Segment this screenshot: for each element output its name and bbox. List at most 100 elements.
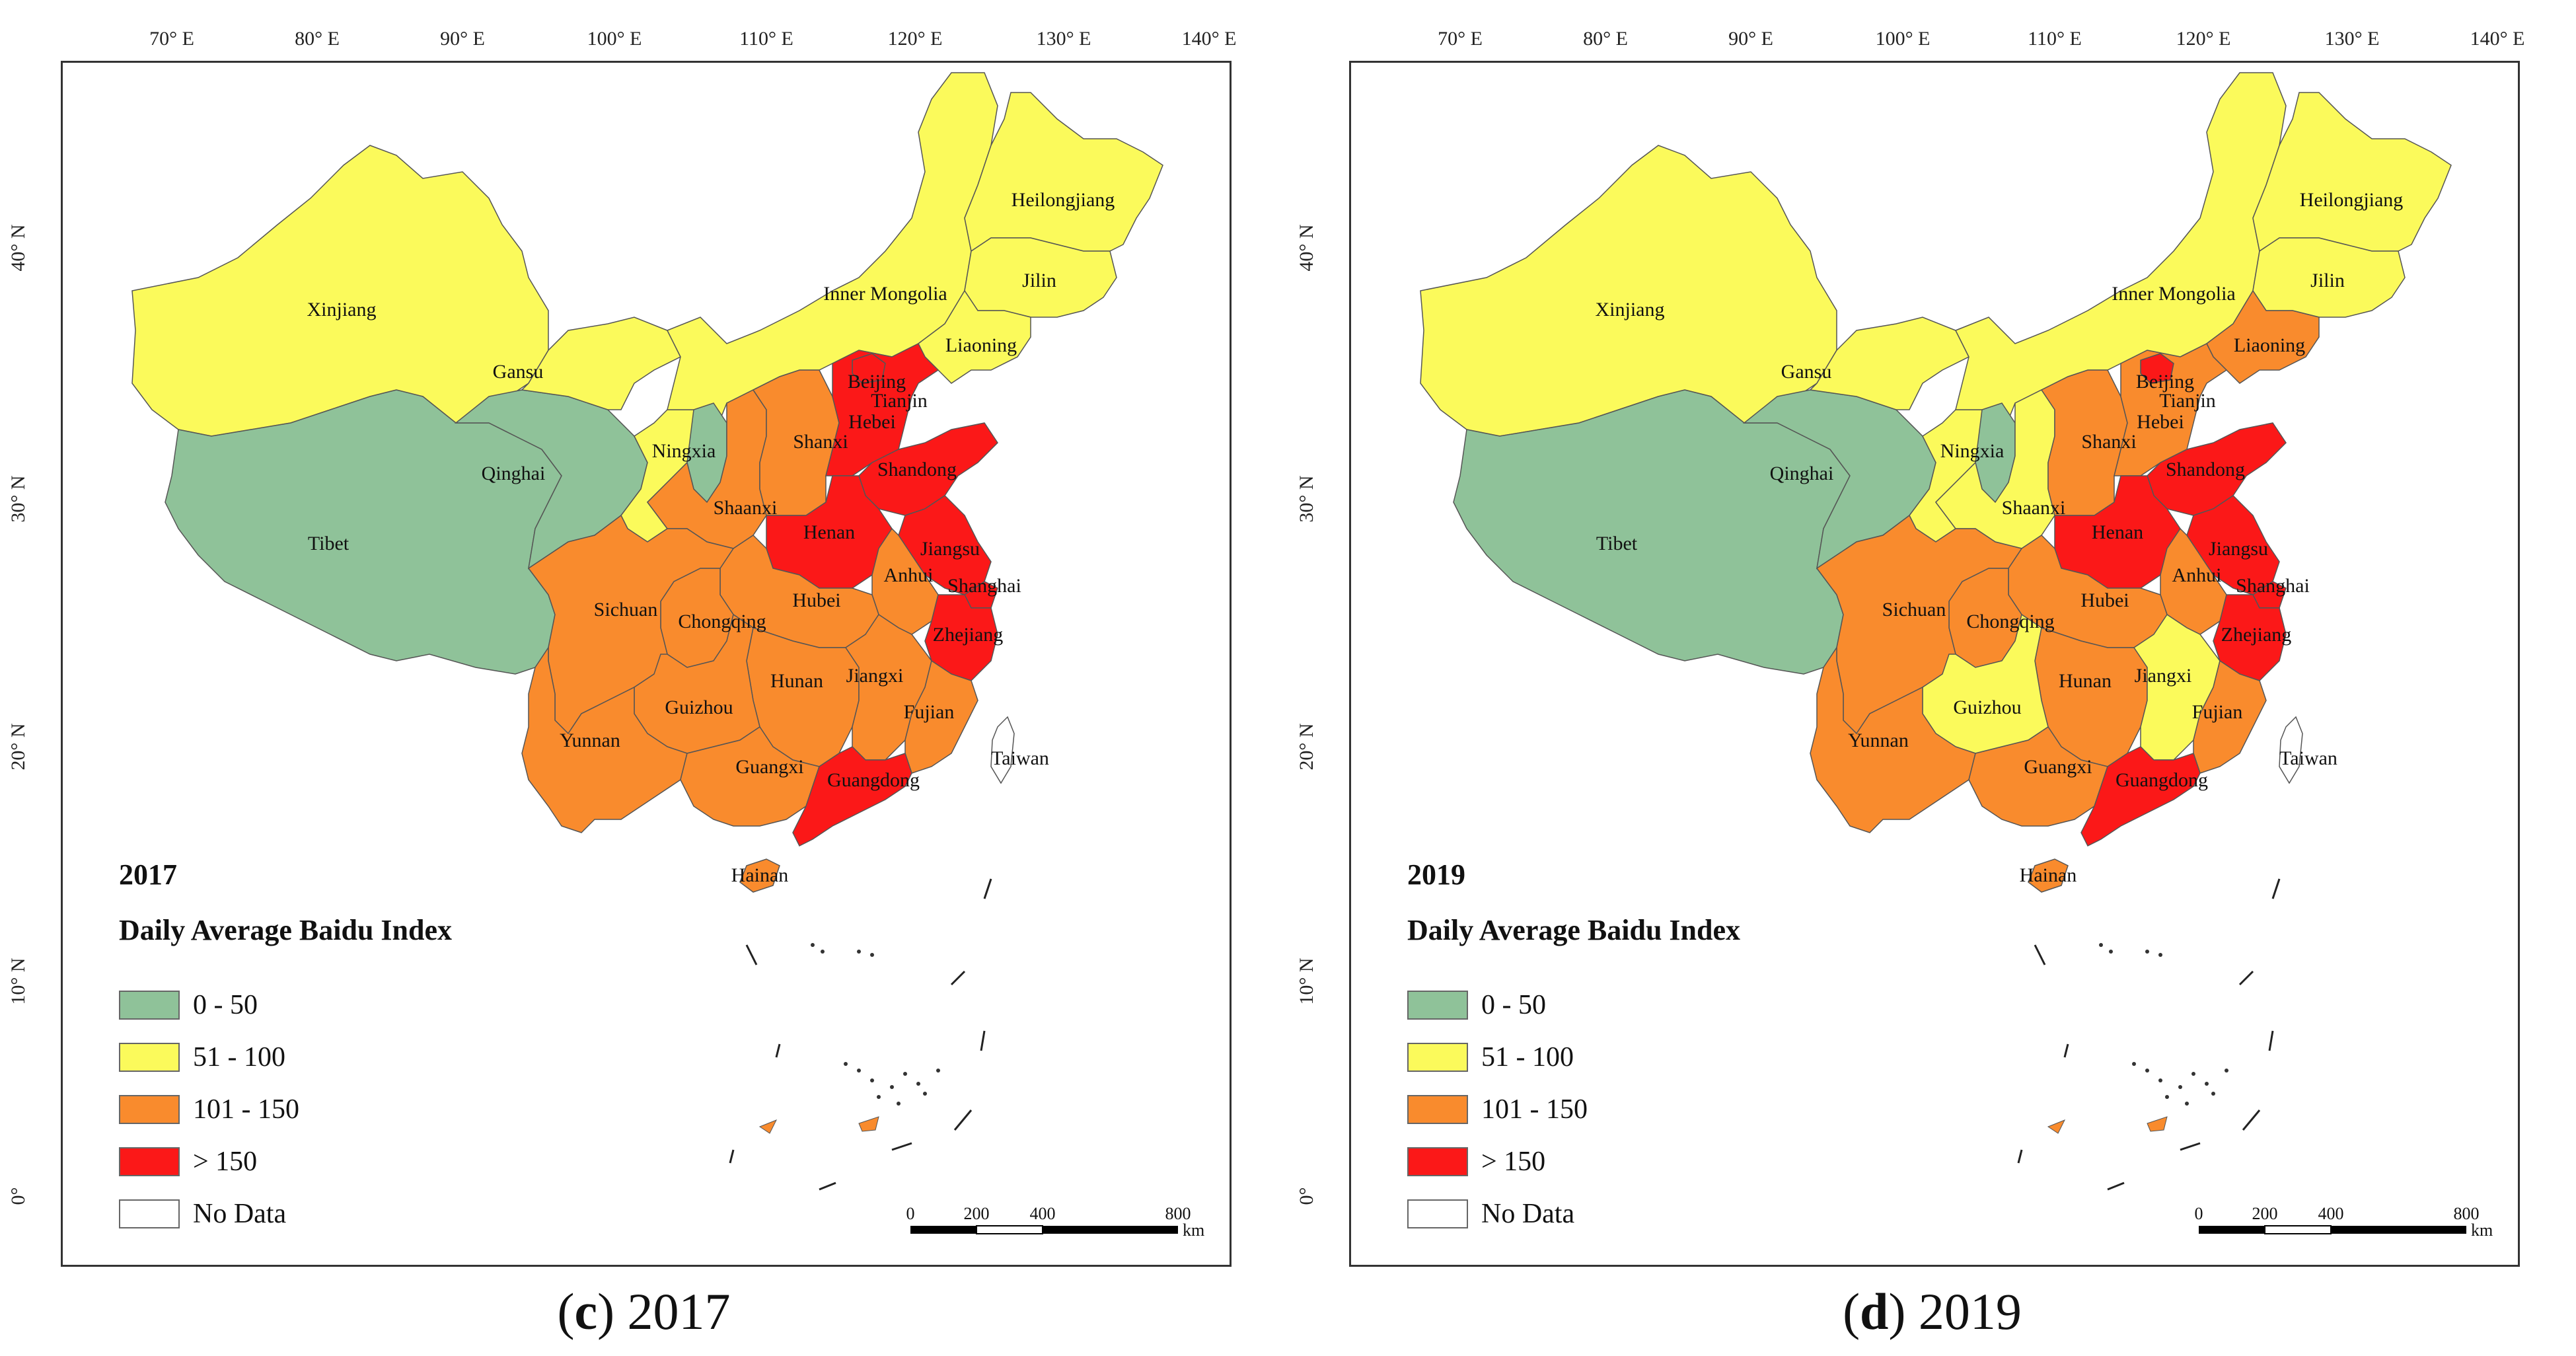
province-label-gansu: Gansu	[493, 361, 544, 383]
province-label-gansu: Gansu	[1781, 361, 1832, 383]
scale-label: 800	[2454, 1204, 2480, 1223]
longitude-label: 80° E	[1583, 28, 1628, 50]
province-label-shanghai: Shanghai	[2236, 575, 2310, 597]
province-label-jilin: Jilin	[2310, 270, 2345, 291]
province-zhejiang	[924, 594, 998, 681]
province-label-hainan: Hainan	[731, 864, 789, 886]
province-label-chongqing: Chongqing	[678, 611, 766, 632]
province-label-jiangxi: Jiangxi	[846, 665, 904, 687]
scale-label: 200	[2252, 1204, 2278, 1223]
province-label-beijing: Beijing	[848, 371, 906, 393]
province-yunnan	[1810, 646, 1976, 833]
legend-label: 51 - 100	[193, 1042, 285, 1073]
province-label-taiwan: Taiwan	[991, 747, 1049, 769]
province-hainan	[739, 858, 780, 893]
province-label-guizhou: Guizhou	[665, 697, 733, 718]
longitude-label: 110° E	[739, 28, 793, 50]
longitude-label: 80° E	[295, 28, 340, 50]
south-china-sea-islands	[2017, 878, 2281, 1191]
province-guangdong	[792, 746, 912, 847]
province-taiwan	[990, 716, 1015, 784]
province-label-zhejiang: Zhejiang	[933, 624, 1004, 646]
legend-year: 2019	[1407, 858, 1465, 891]
province-xinjiang	[1420, 145, 1837, 437]
longitude-label: 110° E	[2028, 28, 2082, 50]
province-label-jiangsu: Jiangsu	[920, 538, 980, 560]
scale-label: 0	[906, 1204, 915, 1223]
province-label-ningxia: Ningxia	[1940, 440, 2005, 462]
province-label-sichuan: Sichuan	[1882, 599, 1946, 621]
province-label-shandong: Shandong	[2166, 459, 2245, 480]
province-label-heilongjiang: Heilongjiang	[1012, 189, 1115, 211]
province-label-inner-mongolia: Inner Mongolia	[823, 283, 947, 305]
legend-label: No Data	[193, 1199, 287, 1229]
province-label-shanxi: Shanxi	[793, 431, 848, 453]
longitude-label: 120° E	[2176, 28, 2231, 50]
province-label-fujian: Fujian	[2192, 701, 2243, 723]
province-label-tianjin: Tianjin	[871, 390, 928, 412]
province-taiwan	[2279, 716, 2303, 784]
province-label-hunan: Hunan	[2059, 670, 2112, 692]
legend-label: 0 - 50	[1481, 990, 1546, 1020]
province-label-guangxi: Guangxi	[2024, 756, 2092, 778]
longitude-label: 100° E	[1875, 28, 1931, 50]
province-label-guangdong: Guangdong	[827, 769, 920, 791]
province-label-jiangxi: Jiangxi	[2135, 665, 2192, 687]
province-label-hebei: Hebei	[2137, 411, 2184, 433]
province-label-zhejiang: Zhejiang	[2221, 624, 2292, 646]
province-label-guangxi: Guangxi	[735, 756, 803, 778]
legend-swatch	[1407, 1199, 1468, 1228]
province-label-liaoning: Liaoning	[2234, 334, 2305, 356]
longitude-label: 90° E	[440, 28, 485, 50]
legend-swatch	[119, 991, 180, 1020]
province-label-hubei: Hubei	[792, 589, 840, 611]
map-panel-d: 70° E 80° E 90° E 100° E 110° E 120° E 130° E 1…	[1288, 0, 2576, 1356]
longitude-label: 140° E	[1181, 28, 1237, 50]
legend-label: > 150	[193, 1147, 258, 1177]
legend-swatch	[1407, 1043, 1468, 1072]
province-label-yunnan: Yunnan	[1848, 730, 1909, 751]
legend-title: Daily Average Baidu Index	[119, 914, 453, 946]
china-province-map: Xinjiang Tibet Qinghai Gansu Inner Mongolia H…	[1420, 72, 2493, 1240]
legend-year: 2017	[119, 858, 177, 891]
scale-label: 400	[2318, 1204, 2344, 1223]
province-label-shanxi: Shanxi	[2081, 431, 2136, 453]
province-zhejiang	[2213, 594, 2287, 681]
longitude-label: 130° E	[1036, 28, 1091, 50]
china-province-map: Xinjiang Tibet Qinghai Gansu Inner Mongolia H…	[131, 72, 1205, 1240]
province-label-tibet: Tibet	[308, 533, 350, 554]
legend-title: Daily Average Baidu Index	[1407, 914, 1741, 946]
province-label-qinghai: Qinghai	[482, 463, 546, 484]
legend-swatch	[1407, 991, 1468, 1020]
province-label-hebei: Hebei	[848, 411, 896, 433]
caption-year: 2019	[1918, 1283, 2022, 1340]
province-label-xinjiang: Xinjiang	[307, 299, 377, 320]
province-yunnan	[521, 646, 688, 833]
legend-label: 101 - 150	[193, 1094, 299, 1125]
province-hebei	[2114, 342, 2228, 476]
province-label-shanghai: Shanghai	[947, 575, 1021, 597]
longitude-label: 100° E	[587, 28, 642, 50]
province-label-anhui: Anhui	[884, 564, 934, 586]
province-label-sichuan: Sichuan	[594, 599, 658, 621]
legend-swatch	[119, 1043, 180, 1072]
province-label-hunan: Hunan	[770, 670, 823, 692]
province-label-tibet: Tibet	[1596, 533, 1638, 554]
province-label-yunnan: Yunnan	[560, 730, 620, 751]
legend-swatch	[119, 1199, 180, 1228]
longitude-label: 120° E	[887, 28, 943, 50]
province-label-taiwan: Taiwan	[2279, 747, 2337, 769]
scale-label: 800	[1165, 1204, 1191, 1223]
scale-label: 400	[1030, 1204, 1056, 1223]
province-label-henan: Henan	[803, 521, 855, 543]
caption-year: 2017	[627, 1283, 731, 1340]
province-xinjiang	[131, 145, 549, 437]
panel-caption: (c) 2017	[557, 1283, 731, 1340]
province-label-jilin: Jilin	[1022, 270, 1056, 291]
province-hebei	[825, 342, 939, 476]
legend-label: 51 - 100	[1481, 1042, 1574, 1073]
legend-label: 0 - 50	[193, 990, 258, 1020]
panel-caption: (d) 2019	[1843, 1283, 2022, 1340]
